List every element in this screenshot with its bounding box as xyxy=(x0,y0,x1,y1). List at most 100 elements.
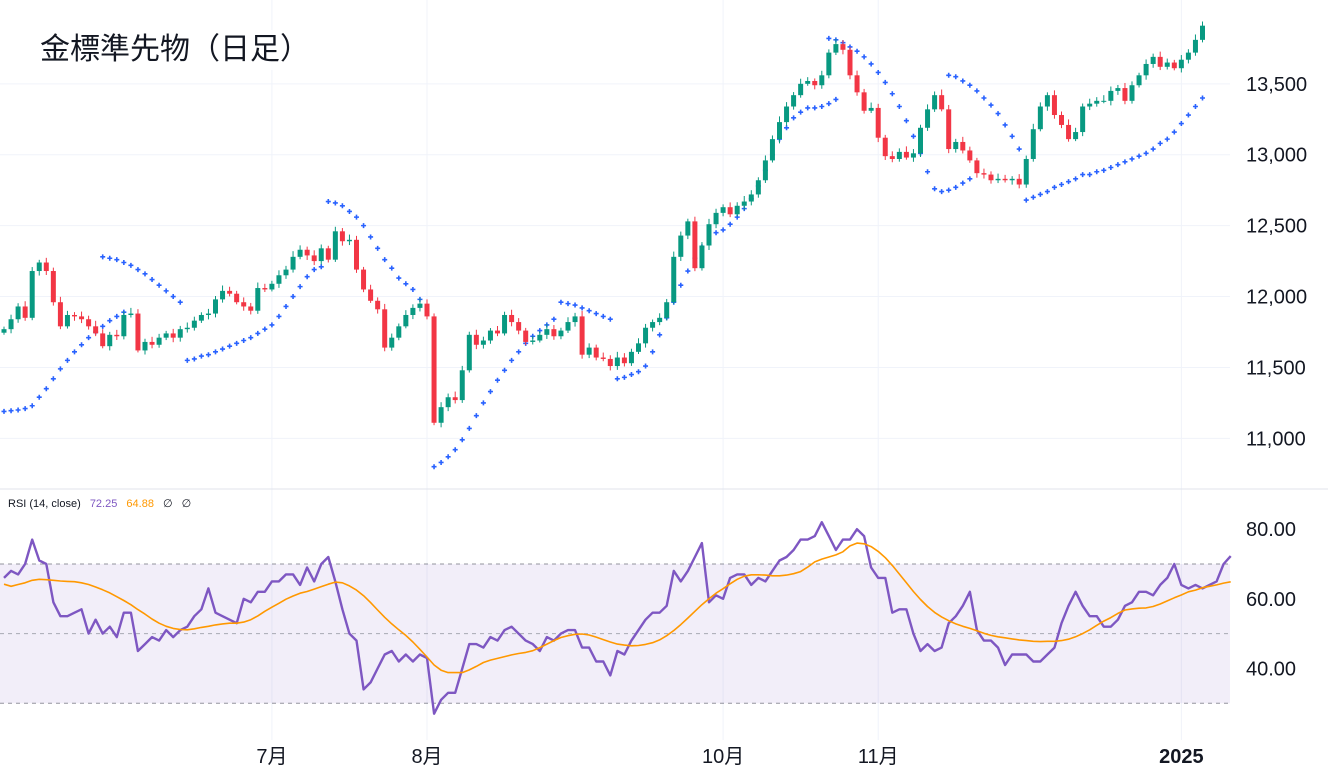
sar-point xyxy=(946,187,952,193)
sar-point xyxy=(600,313,606,319)
sar-point xyxy=(572,302,578,308)
candle-body xyxy=(290,256,296,270)
candle-body xyxy=(382,309,388,348)
candle-body xyxy=(762,160,768,181)
candle-body xyxy=(36,262,42,272)
sar-point xyxy=(114,313,120,319)
sar-point xyxy=(1002,122,1008,128)
sar-point xyxy=(184,357,190,363)
sar-point xyxy=(861,54,867,60)
sar-point xyxy=(1037,191,1043,197)
sar-point xyxy=(79,342,85,348)
sar-point xyxy=(72,349,77,355)
candle-body xyxy=(1171,62,1177,69)
sar-point xyxy=(1150,146,1156,152)
candle-body xyxy=(621,357,627,364)
candle-body xyxy=(896,151,902,159)
rsi-ma-line xyxy=(3,542,1231,674)
sar-point xyxy=(1059,182,1064,188)
candle-body xyxy=(558,330,564,337)
candle-body xyxy=(1066,124,1072,140)
sar-point xyxy=(297,284,303,290)
sar-point xyxy=(473,413,479,419)
candle-body xyxy=(332,231,338,260)
candle-body xyxy=(551,329,557,337)
candle-body xyxy=(960,141,966,151)
chart-title: 金標準先物（日足） xyxy=(36,30,314,70)
sar-point xyxy=(361,223,367,229)
sar-point xyxy=(1051,184,1057,190)
candle-body xyxy=(156,337,162,345)
sar-point xyxy=(304,274,310,280)
candle-body xyxy=(368,289,374,301)
candle-body xyxy=(57,302,63,327)
candle-body xyxy=(946,109,952,150)
rsi-line xyxy=(3,521,1232,715)
candle-body xyxy=(1016,178,1022,185)
candle-body xyxy=(537,334,543,341)
sar-point xyxy=(502,367,508,373)
candle-body xyxy=(248,306,254,311)
sar-point xyxy=(1108,164,1114,170)
candle-body xyxy=(480,340,486,345)
candle-body xyxy=(706,224,712,246)
sar-point xyxy=(720,227,726,233)
price-axis-label: 11,500 xyxy=(1246,357,1306,379)
time-axis-label: 10月 xyxy=(702,746,744,768)
candle-body xyxy=(283,269,289,276)
sar-point xyxy=(495,377,500,383)
candle-body xyxy=(1094,100,1100,104)
time-axis-label: 7月 xyxy=(256,746,287,768)
candle-body xyxy=(128,313,134,315)
sar-point xyxy=(903,118,909,124)
candle-body xyxy=(1087,103,1093,107)
candle-body xyxy=(22,306,28,318)
sar-point xyxy=(509,357,515,363)
sar-point xyxy=(36,394,42,400)
candle-body xyxy=(819,75,825,86)
sar-point xyxy=(1044,189,1050,195)
sar-point xyxy=(234,340,240,346)
time-axis-label: 11月 xyxy=(858,746,899,768)
candle-body xyxy=(903,151,909,158)
candle-body xyxy=(523,330,529,342)
sar-point xyxy=(854,48,860,54)
sar-point xyxy=(713,230,719,236)
sar-point xyxy=(8,408,14,414)
candle-body xyxy=(720,207,726,213)
candle-body xyxy=(255,288,261,311)
sar-point xyxy=(64,357,70,363)
candle-body xyxy=(1157,56,1163,67)
candle-body xyxy=(1009,178,1015,181)
candle-body xyxy=(361,269,367,290)
candle-body xyxy=(1073,132,1079,140)
sar-point xyxy=(382,257,388,263)
candle-body xyxy=(375,300,381,310)
candle-body xyxy=(177,329,183,338)
candle-body xyxy=(93,326,99,334)
sar-point xyxy=(311,267,317,273)
candle-body xyxy=(875,107,881,138)
candle-body xyxy=(15,306,21,320)
sar-point xyxy=(15,407,21,413)
candle-body xyxy=(1136,75,1142,86)
sar-point xyxy=(636,369,641,375)
sar-point xyxy=(889,91,895,97)
candle-body xyxy=(79,316,85,320)
candle-body xyxy=(234,293,240,303)
candle-body xyxy=(664,302,670,318)
sar-point xyxy=(1200,95,1205,101)
candle-body xyxy=(861,92,867,111)
sar-point xyxy=(791,115,797,121)
sar-point xyxy=(142,271,148,277)
sar-point xyxy=(1143,150,1149,156)
sar-point xyxy=(283,303,289,309)
candlestick-series xyxy=(1,21,1205,428)
candle-body xyxy=(614,357,620,367)
candle-body xyxy=(889,156,895,159)
candle-body xyxy=(791,95,797,107)
candle-body xyxy=(840,44,846,50)
sar-point xyxy=(1185,112,1191,118)
sar-point xyxy=(1178,121,1184,127)
